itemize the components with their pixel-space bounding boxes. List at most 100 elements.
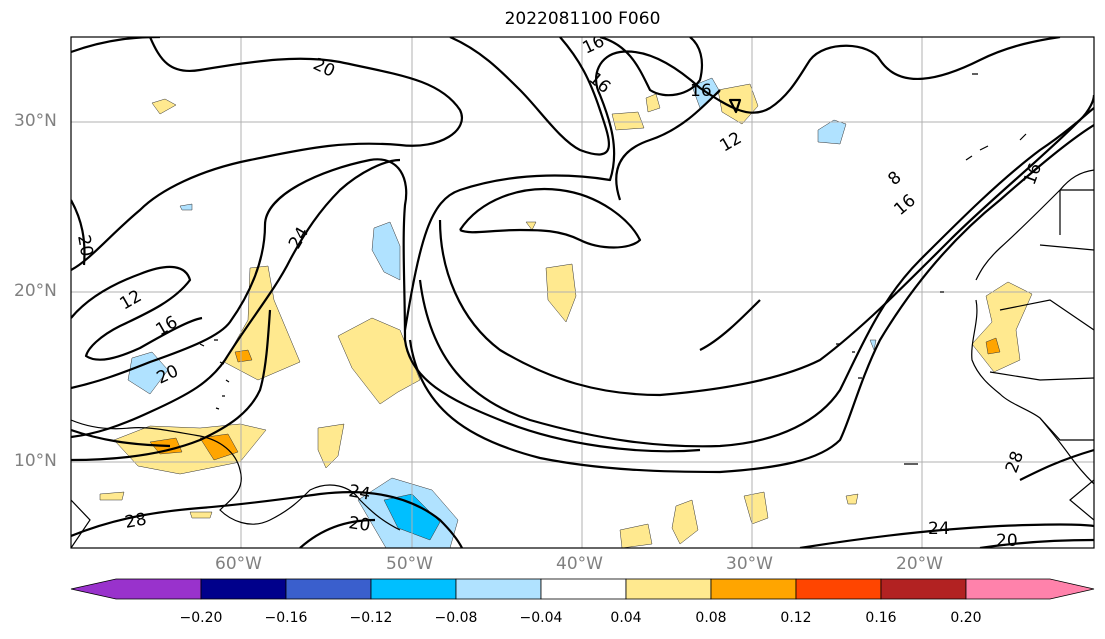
- lat-label-30n: 30°N: [14, 111, 57, 131]
- colorbar-tick-label: 0.12: [780, 610, 812, 626]
- coastlines: [71, 73, 1094, 548]
- map-title: 2022081100 F060: [504, 9, 661, 29]
- coastline: [1039, 244, 1094, 251]
- contour-line: [299, 518, 376, 548]
- contour-line: [438, 94, 1094, 397]
- contour-label: 20: [73, 233, 96, 258]
- colorbar-segment: [540, 578, 627, 600]
- contour-label: 16: [585, 69, 614, 98]
- lon-label-60w: 60°W: [215, 554, 262, 574]
- colorbar-tick-label: 0.04: [610, 610, 642, 626]
- shade-patch: [371, 221, 401, 281]
- contour-line: [71, 428, 171, 448]
- colorbar-segment: [880, 578, 967, 600]
- contour-label: 28: [123, 509, 148, 532]
- shade-patch: [611, 111, 645, 131]
- contour-line: [71, 158, 701, 453]
- shade-patch: [127, 351, 169, 395]
- shade-patch: [99, 491, 125, 501]
- contour-line: [71, 265, 203, 361]
- colorbar-segment: [370, 578, 457, 600]
- lon-label-40w: 40°W: [556, 554, 603, 574]
- contour-label: 16: [580, 31, 608, 58]
- shade-patch: [985, 337, 1001, 355]
- contour-line: [728, 98, 742, 114]
- colorbar-segment: [710, 578, 797, 600]
- contour-line: [71, 158, 401, 439]
- colorbar-tick-label: −0.04: [519, 610, 563, 626]
- shaded-negative-anomalies: [127, 77, 877, 548]
- colorbar-segment: [200, 578, 287, 600]
- contour-line: [979, 538, 1094, 548]
- contour-line: [799, 523, 1094, 548]
- shade-patch: [151, 98, 177, 115]
- shaded-positive-anomalies: [99, 83, 1033, 548]
- colorbar-segment: [70, 578, 202, 600]
- shade-patch: [619, 523, 653, 548]
- shade-patch: [671, 499, 699, 545]
- shade-patch: [234, 349, 253, 363]
- contour-line: [1019, 448, 1094, 481]
- contour-line: [71, 199, 86, 266]
- shade-patch: [817, 119, 847, 145]
- contour-line: [71, 491, 463, 548]
- contour-label: 16: [153, 312, 182, 340]
- contour-line: [615, 89, 721, 201]
- contour-line: [699, 299, 761, 351]
- contour-line: [599, 37, 704, 97]
- contour-label: 16: [690, 81, 712, 101]
- coastline: [989, 371, 1094, 381]
- contour-line: [408, 124, 1094, 474]
- colorbar-tick-label: 0.16: [865, 610, 897, 626]
- graticule: [71, 37, 1094, 548]
- coastline: [1039, 417, 1094, 441]
- lon-label-50w: 50°W: [386, 554, 433, 574]
- colorbar-segment: [625, 578, 712, 600]
- contour-label: 20: [996, 531, 1018, 551]
- lon-label-20w: 20°W: [896, 554, 943, 574]
- colorbar: [70, 578, 1095, 600]
- shade-patch: [199, 433, 239, 461]
- contour-line: [459, 188, 642, 249]
- shade-patch: [971, 281, 1033, 373]
- colorbar-tick-label: 0.20: [950, 610, 982, 626]
- lat-label-20n: 20°N: [14, 281, 57, 301]
- coastline: [971, 299, 1094, 485]
- coastline: [71, 419, 401, 531]
- contour-line: [449, 37, 611, 156]
- contour-line: [418, 107, 1094, 448]
- contour-label: 16: [890, 191, 919, 220]
- colorbar-tick-label: 0.08: [695, 610, 727, 626]
- shade-patch: [113, 423, 267, 475]
- contour-label: 24: [347, 481, 372, 504]
- colorbar-tick-label: −0.16: [264, 610, 308, 626]
- colorbar-segment: [795, 578, 882, 600]
- shade-patch: [525, 221, 537, 231]
- contour-line: [71, 37, 161, 54]
- contour-line: [403, 37, 1061, 331]
- coastline: [975, 169, 1094, 281]
- contour-label: 12: [717, 128, 746, 156]
- shade-patch: [189, 511, 213, 519]
- contour-label: 28: [1002, 449, 1028, 476]
- shade-patch: [317, 423, 345, 469]
- coastline: [199, 339, 230, 410]
- map-frame: [70, 36, 1095, 549]
- contour-line: [71, 37, 463, 271]
- shade-patch: [337, 317, 421, 405]
- colorbar-tick-label: −0.12: [349, 610, 393, 626]
- contour-line: [71, 309, 272, 462]
- colorbar-segment: [965, 578, 1095, 600]
- coastline: [1059, 189, 1094, 235]
- shade-patch: [179, 203, 193, 211]
- coastline: [71, 499, 91, 548]
- lon-label-30w: 30°W: [726, 554, 773, 574]
- shade-patch: [743, 491, 769, 525]
- colorbar-tick-label: −0.08: [434, 610, 478, 626]
- shade-patch: [845, 493, 859, 505]
- colorbar-tick-label: −0.20: [179, 610, 223, 626]
- coastline: [999, 299, 1094, 331]
- colorbar-segment: [455, 578, 542, 600]
- shade-patch: [869, 339, 877, 351]
